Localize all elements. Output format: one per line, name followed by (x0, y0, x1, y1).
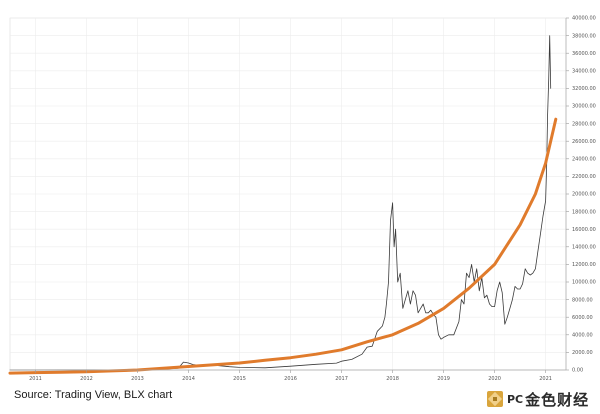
x-tick-label: 2019 (437, 376, 450, 382)
x-tick-label: 2015 (233, 376, 246, 382)
watermark-cjk: 金色财经 (525, 390, 590, 409)
x-tick-label: 2021 (539, 376, 552, 382)
y-tick-label: 16000.00 (572, 227, 596, 233)
chart-series (8, 35, 558, 375)
x-tick-label: 2016 (284, 376, 297, 382)
chart-axes: 0.00 2000.00 4000.00 6000.00 8000.00 10000.00… (10, 16, 596, 382)
x-tick-label: 2013 (131, 376, 144, 382)
source-note: Source: Trading View, BLX chart (14, 389, 173, 401)
y-tick-label: 32000.00 (572, 86, 596, 92)
x-tick-label: 2020 (488, 376, 501, 382)
y-tick-label: 36000.00 (572, 51, 596, 57)
trend-curve (8, 117, 558, 375)
chart-grid (9, 17, 567, 371)
watermark-logo-icon (487, 391, 503, 407)
y-tick-label: 6000.00 (572, 315, 593, 321)
y-tick-label: 18000.00 (572, 209, 596, 215)
y-tick-label: 4000.00 (572, 333, 593, 339)
x-tick-label: 2014 (182, 376, 195, 382)
x-tick-label: 2018 (386, 376, 399, 382)
y-tick-label: 38000.00 (572, 33, 596, 39)
watermark: PC 金色财经 (486, 388, 589, 410)
y-tick-label: 20000.00 (572, 192, 596, 198)
y-tick-label: 10000.00 (572, 280, 596, 286)
y-tick-label: 14000.00 (572, 245, 596, 251)
y-tick-label: 0.00 (572, 368, 583, 374)
y-tick-label: 40000.00 (572, 16, 596, 22)
y-tick-label: 30000.00 (572, 104, 596, 110)
y-tick-label: 22000.00 (572, 174, 596, 180)
watermark-latin: PC (507, 392, 524, 406)
x-tick-label: 2017 (335, 376, 348, 382)
y-tick-label: 2000.00 (572, 350, 593, 356)
y-tick-label: 24000.00 (572, 157, 596, 163)
y-tick-label: 28000.00 (572, 121, 596, 127)
y-tick-label: 12000.00 (572, 262, 596, 268)
y-tick-label: 26000.00 (572, 139, 596, 145)
x-tick-label: 2011 (29, 376, 42, 382)
price-line (9, 35, 552, 371)
y-tick-label: 8000.00 (572, 297, 593, 303)
x-tick-label: 2012 (80, 376, 93, 382)
y-tick-label: 34000.00 (572, 69, 596, 75)
